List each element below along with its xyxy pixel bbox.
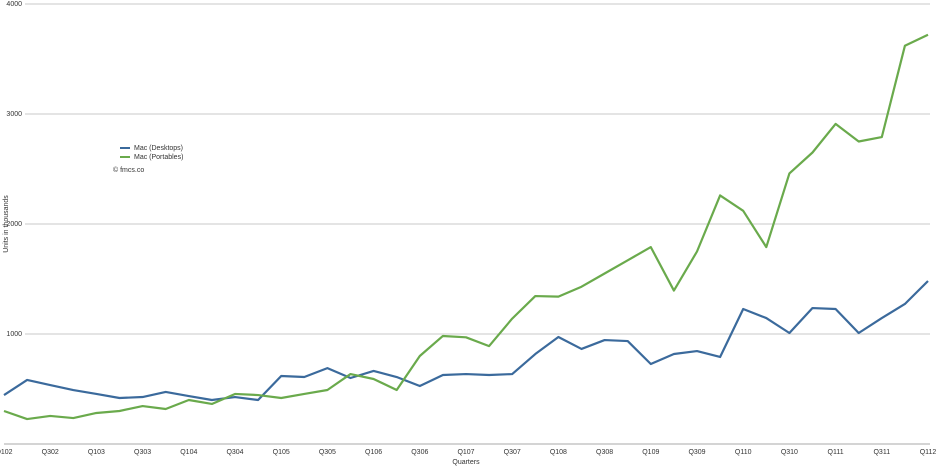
y-tick-label: 3000	[6, 111, 22, 118]
x-tick-label: Q109	[642, 449, 659, 456]
y-tick-label: 1000	[6, 331, 22, 338]
y-axis-title: Units in thousands	[3, 195, 10, 253]
x-tick-label: Q103	[88, 449, 105, 456]
x-tick-label: Q102	[0, 449, 13, 456]
x-tick-label: Q106	[365, 449, 382, 456]
x-tick-label: Q308	[596, 449, 613, 456]
x-tick-label: Q302	[42, 449, 59, 456]
x-tick-label: Q310	[781, 449, 798, 456]
legend-label: Mac (Desktops)	[134, 145, 183, 152]
x-tick-label: Q108	[550, 449, 567, 456]
x-tick-label: Q105	[273, 449, 290, 456]
x-tick-label: Q110	[735, 449, 752, 456]
y-tick-label: 2000	[6, 221, 22, 228]
x-tick-label: Q303	[134, 449, 151, 456]
x-tick-label: Q111	[828, 449, 844, 456]
x-tick-label: Q104	[180, 449, 197, 456]
x-tick-label: Q107	[457, 449, 474, 456]
x-tick-label: Q305	[319, 449, 336, 456]
x-tick-label: Q304	[226, 449, 243, 456]
legend-label: Mac (Portables)	[134, 154, 183, 161]
annotation: © fmcs.co	[113, 166, 144, 174]
x-axis-title: Quarters	[452, 459, 480, 466]
x-tick-label: Q306	[411, 449, 428, 456]
x-tick-label: Q309	[688, 449, 705, 456]
data-line	[3, 280, 929, 402]
x-tick-label: Q311	[873, 449, 890, 456]
data-line	[3, 33, 929, 421]
x-tick-label: Q112	[920, 449, 937, 456]
x-tick-label: Q307	[504, 449, 521, 456]
y-tick-label: 4000	[6, 1, 22, 8]
